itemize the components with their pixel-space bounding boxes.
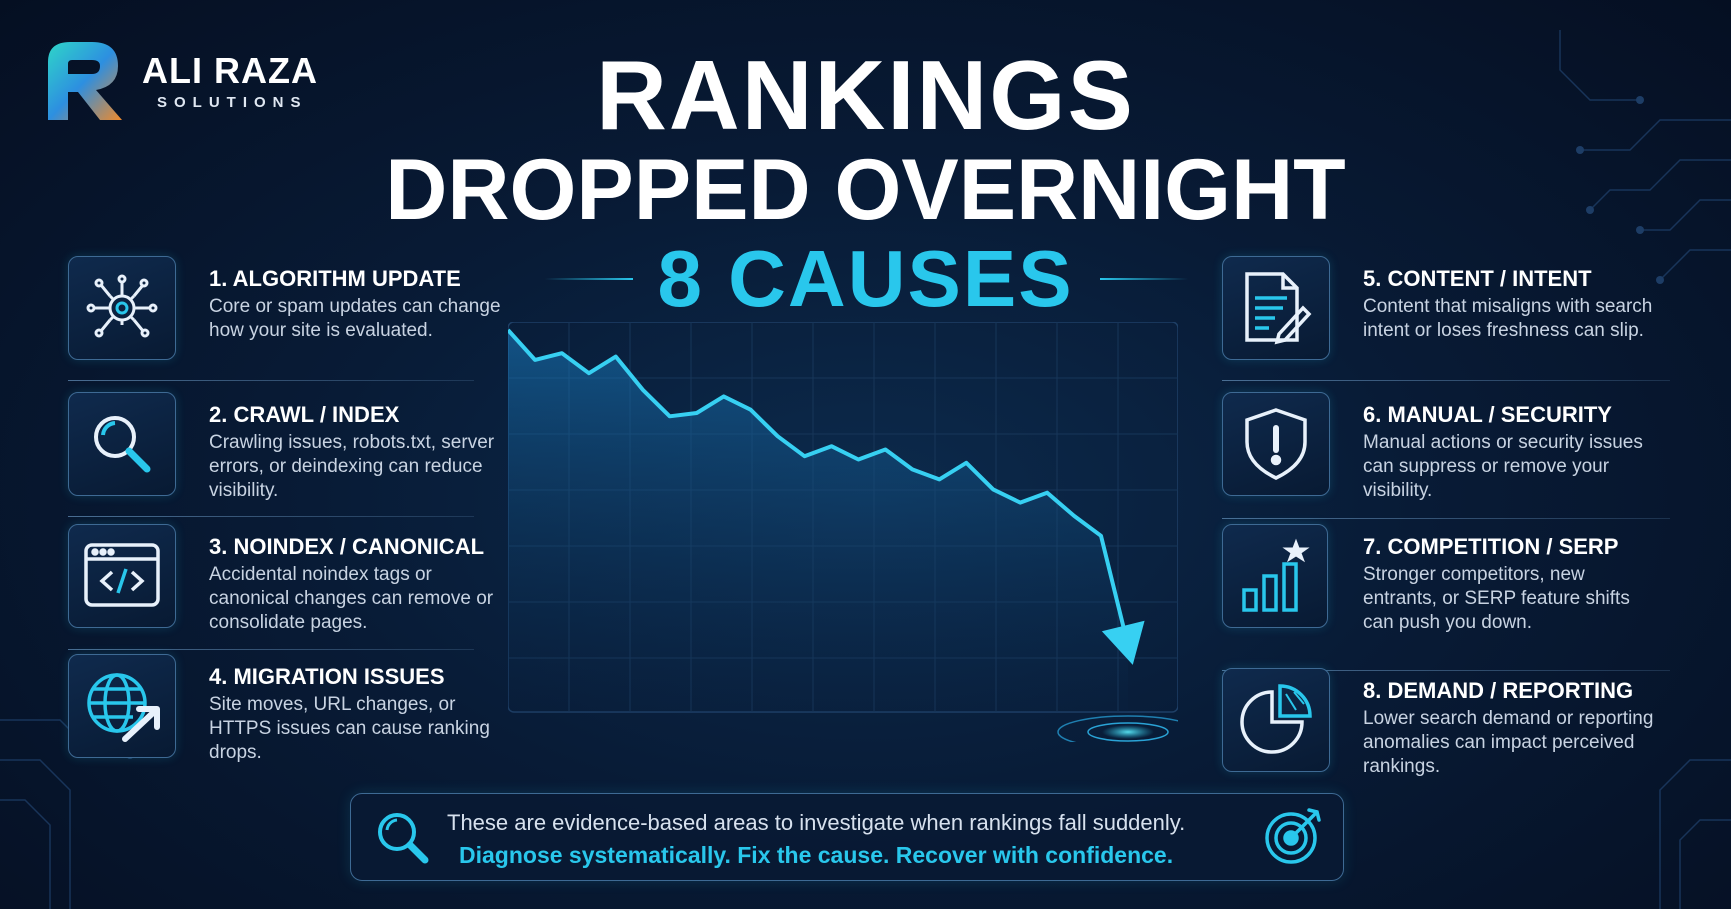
divider-right [1100,278,1188,280]
globe-arrow-icon [87,673,160,742]
cause-description: Lower search demand or reporting anomali… [1363,708,1654,777]
footer-banner: These are evidence-based areas to invest… [350,793,1344,881]
cause-title: 8. DEMAND / REPORTING [1363,678,1634,703]
cause-description: Stronger competitors, new entrants, or S… [1363,564,1630,633]
cause-card-6: 6. MANUAL / SECURITY Manual actions or s… [1222,392,1643,502]
separator [1222,670,1670,671]
cause-icon-box [1222,524,1328,628]
cause-description: Core or spam updates can change how your… [209,296,501,341]
cause-description: Accidental noindex tags or canonical cha… [209,564,494,633]
cause-icon-box [68,256,176,360]
target-icon [1265,808,1321,864]
brand-logo: ALI RAZA SOLUTIONS [42,34,342,124]
impact-ring-outer [1057,715,1178,742]
cause-card-4: 4. MIGRATION ISSUES Site moves, URL chan… [68,654,490,764]
page-title-line1: RANKINGS [596,40,1135,150]
separator [68,649,474,650]
pie-chart-icon [1240,684,1312,754]
trend-line [508,328,1130,646]
logo-r-icon [48,42,122,120]
divider-left [545,278,633,280]
cause-icon-box [68,392,176,496]
page-title-causes: 8 CAUSES [657,234,1074,323]
cause-title: 2. CRAWL / INDEX [209,402,400,427]
cause-title: 4. MIGRATION ISSUES [209,664,445,689]
cause-title: 1. ALGORITHM UPDATE [209,266,461,291]
separator [68,380,474,381]
trend-area [508,330,1128,712]
cause-description: Site moves, URL changes, or HTTPS issues… [209,694,490,763]
cause-description: Crawling issues, robots.txt, server erro… [209,432,495,501]
cause-icon-box [1222,668,1330,772]
cause-card-8: 8. DEMAND / REPORTING Lower search deman… [1222,668,1653,778]
cause-icon-box [1222,256,1330,360]
impact-ring-inner [1087,722,1169,742]
brand-name: ALI RAZA [142,50,318,91]
cause-card-7: 7. COMPETITION / SERP Stronger competito… [1222,524,1637,634]
cause-card-3: 3. NOINDEX / CANONICAL Accidental noinde… [68,524,493,634]
arrowhead-icon [1101,620,1145,665]
cause-card-1: 1. ALGORITHM UPDATE Core or spam updates… [68,256,501,366]
ranking-drop-chart [508,322,1178,742]
shield-alert-icon [1245,408,1307,480]
cause-icon-box [1222,392,1330,496]
cause-title: 7. COMPETITION / SERP [1363,534,1619,559]
search-icon [378,813,429,864]
cause-title: 3. NOINDEX / CANONICAL [209,534,485,559]
footer-line1: These are evidence-based areas to invest… [447,810,1186,835]
cause-card-5: 5. CONTENT / INTENT Content that misalig… [1222,256,1652,366]
bar-star-icon [1242,538,1310,612]
cause-title: 5. CONTENT / INTENT [1363,266,1592,291]
footer-line2: Diagnose systematically. Fix the cause. … [459,842,1174,868]
separator [1222,518,1670,519]
cause-description: Content that misaligns with search inten… [1363,296,1653,341]
cause-card-2: 2. CRAWL / INDEX Crawling issues, robots… [68,392,494,502]
cause-title: 6. MANUAL / SECURITY [1363,402,1612,427]
separator [68,516,474,517]
cause-icon-box [68,524,176,628]
page-title-line2: DROPPED OVERNIGHT [385,142,1346,238]
impact-glow [1102,725,1154,739]
cause-icon-box [68,654,176,758]
separator [1222,380,1670,381]
cause-description: Manual actions or security issues can su… [1363,432,1643,501]
document-pen-icon [1245,272,1312,345]
magnifier-icon [94,416,151,473]
brand-tagline: SOLUTIONS [157,94,308,111]
algorithm-gear-icon [86,274,158,338]
code-window-icon [84,543,160,607]
